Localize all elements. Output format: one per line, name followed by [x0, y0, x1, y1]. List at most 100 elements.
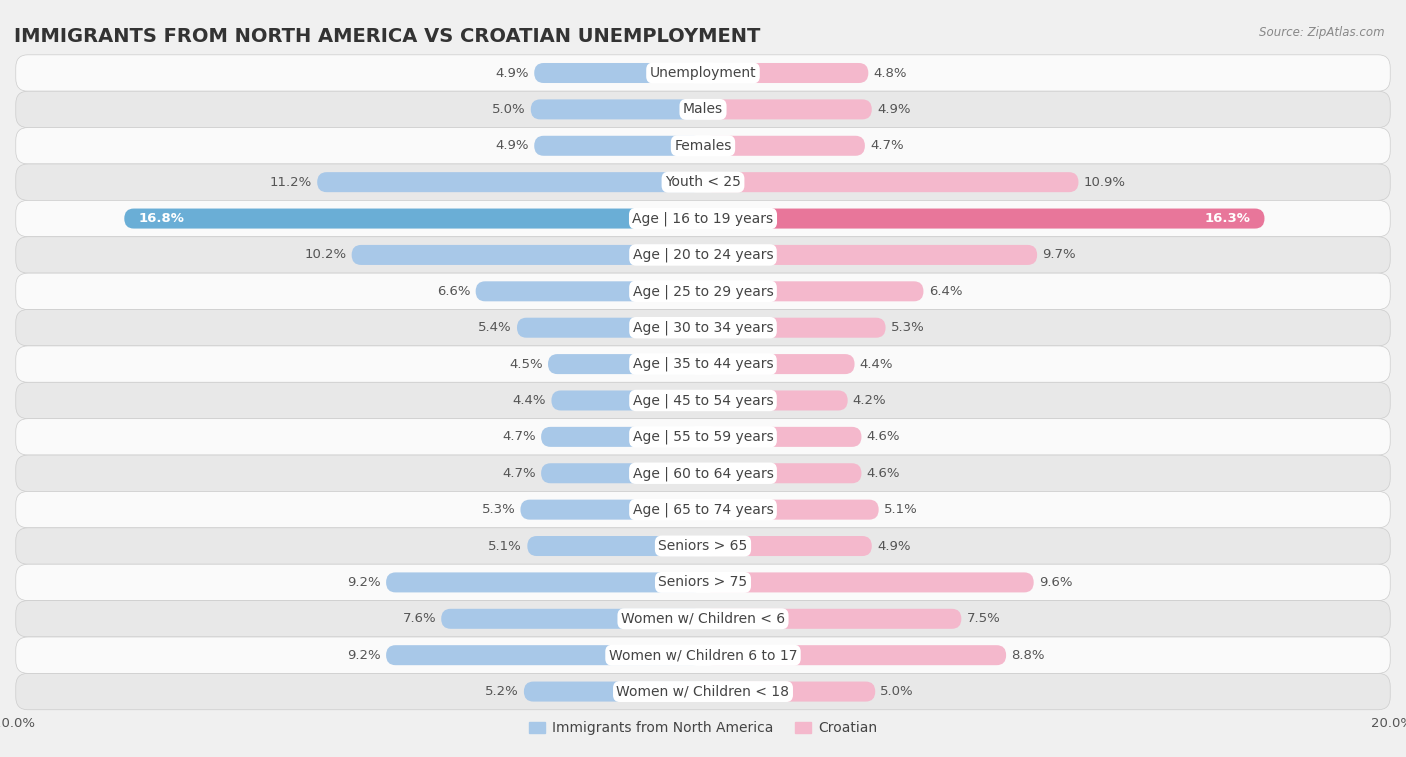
Text: 9.2%: 9.2% [347, 649, 381, 662]
FancyBboxPatch shape [15, 273, 1391, 310]
FancyBboxPatch shape [15, 237, 1391, 273]
FancyBboxPatch shape [703, 172, 1078, 192]
Text: Seniors > 65: Seniors > 65 [658, 539, 748, 553]
Text: 4.9%: 4.9% [495, 67, 529, 79]
FancyBboxPatch shape [703, 572, 1033, 593]
Text: 16.8%: 16.8% [138, 212, 184, 225]
Text: Women w/ Children < 6: Women w/ Children < 6 [621, 612, 785, 626]
Text: 7.6%: 7.6% [402, 612, 436, 625]
FancyBboxPatch shape [531, 99, 703, 120]
Text: Females: Females [675, 139, 731, 153]
Text: 6.6%: 6.6% [437, 285, 471, 298]
Text: Age | 30 to 34 years: Age | 30 to 34 years [633, 320, 773, 335]
FancyBboxPatch shape [517, 318, 703, 338]
FancyBboxPatch shape [703, 99, 872, 120]
FancyBboxPatch shape [15, 600, 1391, 637]
FancyBboxPatch shape [15, 310, 1391, 346]
FancyBboxPatch shape [15, 382, 1391, 419]
Text: 9.6%: 9.6% [1039, 576, 1073, 589]
FancyBboxPatch shape [551, 391, 703, 410]
Text: 4.7%: 4.7% [502, 431, 536, 444]
Text: 4.4%: 4.4% [513, 394, 547, 407]
Text: 4.9%: 4.9% [495, 139, 529, 152]
Text: 4.5%: 4.5% [509, 357, 543, 371]
Text: 4.6%: 4.6% [866, 431, 900, 444]
FancyBboxPatch shape [15, 491, 1391, 528]
FancyBboxPatch shape [15, 419, 1391, 455]
Text: 4.7%: 4.7% [870, 139, 904, 152]
Text: 10.9%: 10.9% [1084, 176, 1126, 188]
Text: 4.9%: 4.9% [877, 540, 911, 553]
Text: 4.9%: 4.9% [877, 103, 911, 116]
FancyBboxPatch shape [541, 463, 703, 483]
Text: 5.3%: 5.3% [481, 503, 515, 516]
Text: Youth < 25: Youth < 25 [665, 175, 741, 189]
Text: 4.2%: 4.2% [853, 394, 886, 407]
FancyBboxPatch shape [441, 609, 703, 629]
Text: Age | 35 to 44 years: Age | 35 to 44 years [633, 357, 773, 372]
Text: 4.6%: 4.6% [866, 467, 900, 480]
Text: 5.1%: 5.1% [488, 540, 522, 553]
Text: Women w/ Children < 18: Women w/ Children < 18 [616, 684, 790, 699]
Text: 5.3%: 5.3% [891, 321, 925, 334]
FancyBboxPatch shape [124, 208, 703, 229]
FancyBboxPatch shape [520, 500, 703, 519]
Text: Seniors > 75: Seniors > 75 [658, 575, 748, 590]
Text: 5.0%: 5.0% [880, 685, 914, 698]
Text: 8.8%: 8.8% [1011, 649, 1045, 662]
FancyBboxPatch shape [15, 128, 1391, 164]
FancyBboxPatch shape [15, 455, 1391, 491]
Text: 9.7%: 9.7% [1042, 248, 1076, 261]
Text: IMMIGRANTS FROM NORTH AMERICA VS CROATIAN UNEMPLOYMENT: IMMIGRANTS FROM NORTH AMERICA VS CROATIA… [14, 27, 761, 46]
Text: Males: Males [683, 102, 723, 117]
FancyBboxPatch shape [541, 427, 703, 447]
FancyBboxPatch shape [703, 136, 865, 156]
FancyBboxPatch shape [534, 136, 703, 156]
FancyBboxPatch shape [318, 172, 703, 192]
Text: Age | 20 to 24 years: Age | 20 to 24 years [633, 248, 773, 262]
FancyBboxPatch shape [703, 500, 879, 519]
FancyBboxPatch shape [15, 55, 1391, 91]
Text: 5.0%: 5.0% [492, 103, 526, 116]
FancyBboxPatch shape [524, 681, 703, 702]
FancyBboxPatch shape [703, 318, 886, 338]
FancyBboxPatch shape [387, 572, 703, 593]
FancyBboxPatch shape [703, 354, 855, 374]
FancyBboxPatch shape [703, 245, 1038, 265]
FancyBboxPatch shape [15, 201, 1391, 237]
FancyBboxPatch shape [703, 609, 962, 629]
Text: 4.7%: 4.7% [502, 467, 536, 480]
Text: Source: ZipAtlas.com: Source: ZipAtlas.com [1260, 26, 1385, 39]
FancyBboxPatch shape [548, 354, 703, 374]
FancyBboxPatch shape [703, 463, 862, 483]
Text: 5.2%: 5.2% [485, 685, 519, 698]
FancyBboxPatch shape [352, 245, 703, 265]
Text: Age | 55 to 59 years: Age | 55 to 59 years [633, 430, 773, 444]
Text: Age | 45 to 54 years: Age | 45 to 54 years [633, 393, 773, 408]
Legend: Immigrants from North America, Croatian: Immigrants from North America, Croatian [523, 716, 883, 741]
Text: 7.5%: 7.5% [966, 612, 1000, 625]
FancyBboxPatch shape [703, 536, 872, 556]
FancyBboxPatch shape [703, 681, 875, 702]
Text: 4.4%: 4.4% [859, 357, 893, 371]
Text: 9.2%: 9.2% [347, 576, 381, 589]
Text: Age | 60 to 64 years: Age | 60 to 64 years [633, 466, 773, 481]
Text: 5.1%: 5.1% [884, 503, 918, 516]
Text: 16.3%: 16.3% [1205, 212, 1251, 225]
FancyBboxPatch shape [703, 63, 869, 83]
Text: 5.4%: 5.4% [478, 321, 512, 334]
FancyBboxPatch shape [703, 208, 1264, 229]
Text: Women w/ Children 6 to 17: Women w/ Children 6 to 17 [609, 648, 797, 662]
FancyBboxPatch shape [15, 564, 1391, 600]
FancyBboxPatch shape [15, 528, 1391, 564]
FancyBboxPatch shape [703, 645, 1007, 665]
Text: Age | 65 to 74 years: Age | 65 to 74 years [633, 503, 773, 517]
FancyBboxPatch shape [15, 346, 1391, 382]
Text: 10.2%: 10.2% [304, 248, 346, 261]
FancyBboxPatch shape [703, 391, 848, 410]
FancyBboxPatch shape [15, 674, 1391, 710]
FancyBboxPatch shape [387, 645, 703, 665]
FancyBboxPatch shape [534, 63, 703, 83]
Text: 4.8%: 4.8% [873, 67, 907, 79]
Text: 6.4%: 6.4% [928, 285, 962, 298]
